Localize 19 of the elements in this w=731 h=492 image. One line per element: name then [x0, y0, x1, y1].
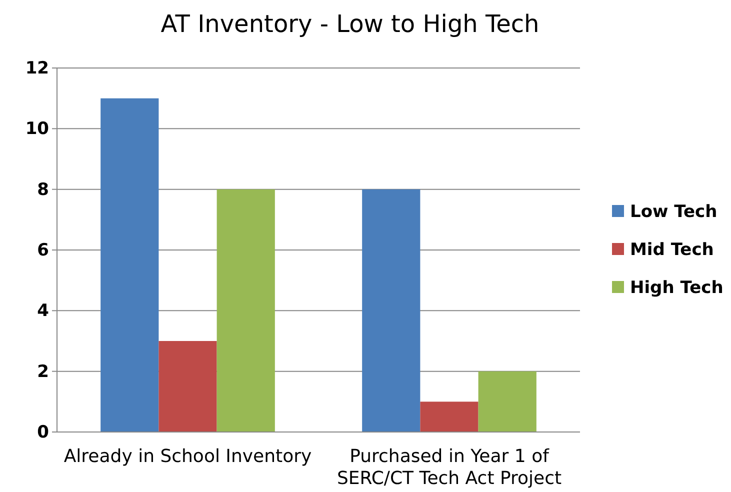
- chart-title: AT Inventory - Low to High Tech: [160, 10, 540, 38]
- y-tick-label: 4: [37, 301, 50, 322]
- bar: [158, 341, 217, 432]
- y-tick-label: 0: [37, 422, 50, 442]
- y-tick-label: 2: [37, 362, 49, 382]
- y-tick-label: 6: [37, 240, 49, 260]
- bar: [216, 189, 275, 432]
- x-tick-label: Already in School Inventory: [64, 446, 312, 467]
- legend-label: Low Tech: [630, 202, 718, 222]
- legend-label: High Tech: [630, 278, 724, 298]
- bar: [478, 371, 536, 432]
- x-tick-label: Purchased in Year 1 of SERC/CT Tech Act Project: [336, 446, 562, 489]
- bar: [420, 402, 478, 432]
- y-tick-label: 12: [25, 58, 49, 78]
- bar: [100, 98, 159, 432]
- bar: [362, 189, 420, 432]
- y-tick-label: 10: [25, 119, 50, 140]
- legend-label: Mid Tech: [630, 240, 714, 260]
- y-tick-label: 8: [37, 180, 49, 200]
